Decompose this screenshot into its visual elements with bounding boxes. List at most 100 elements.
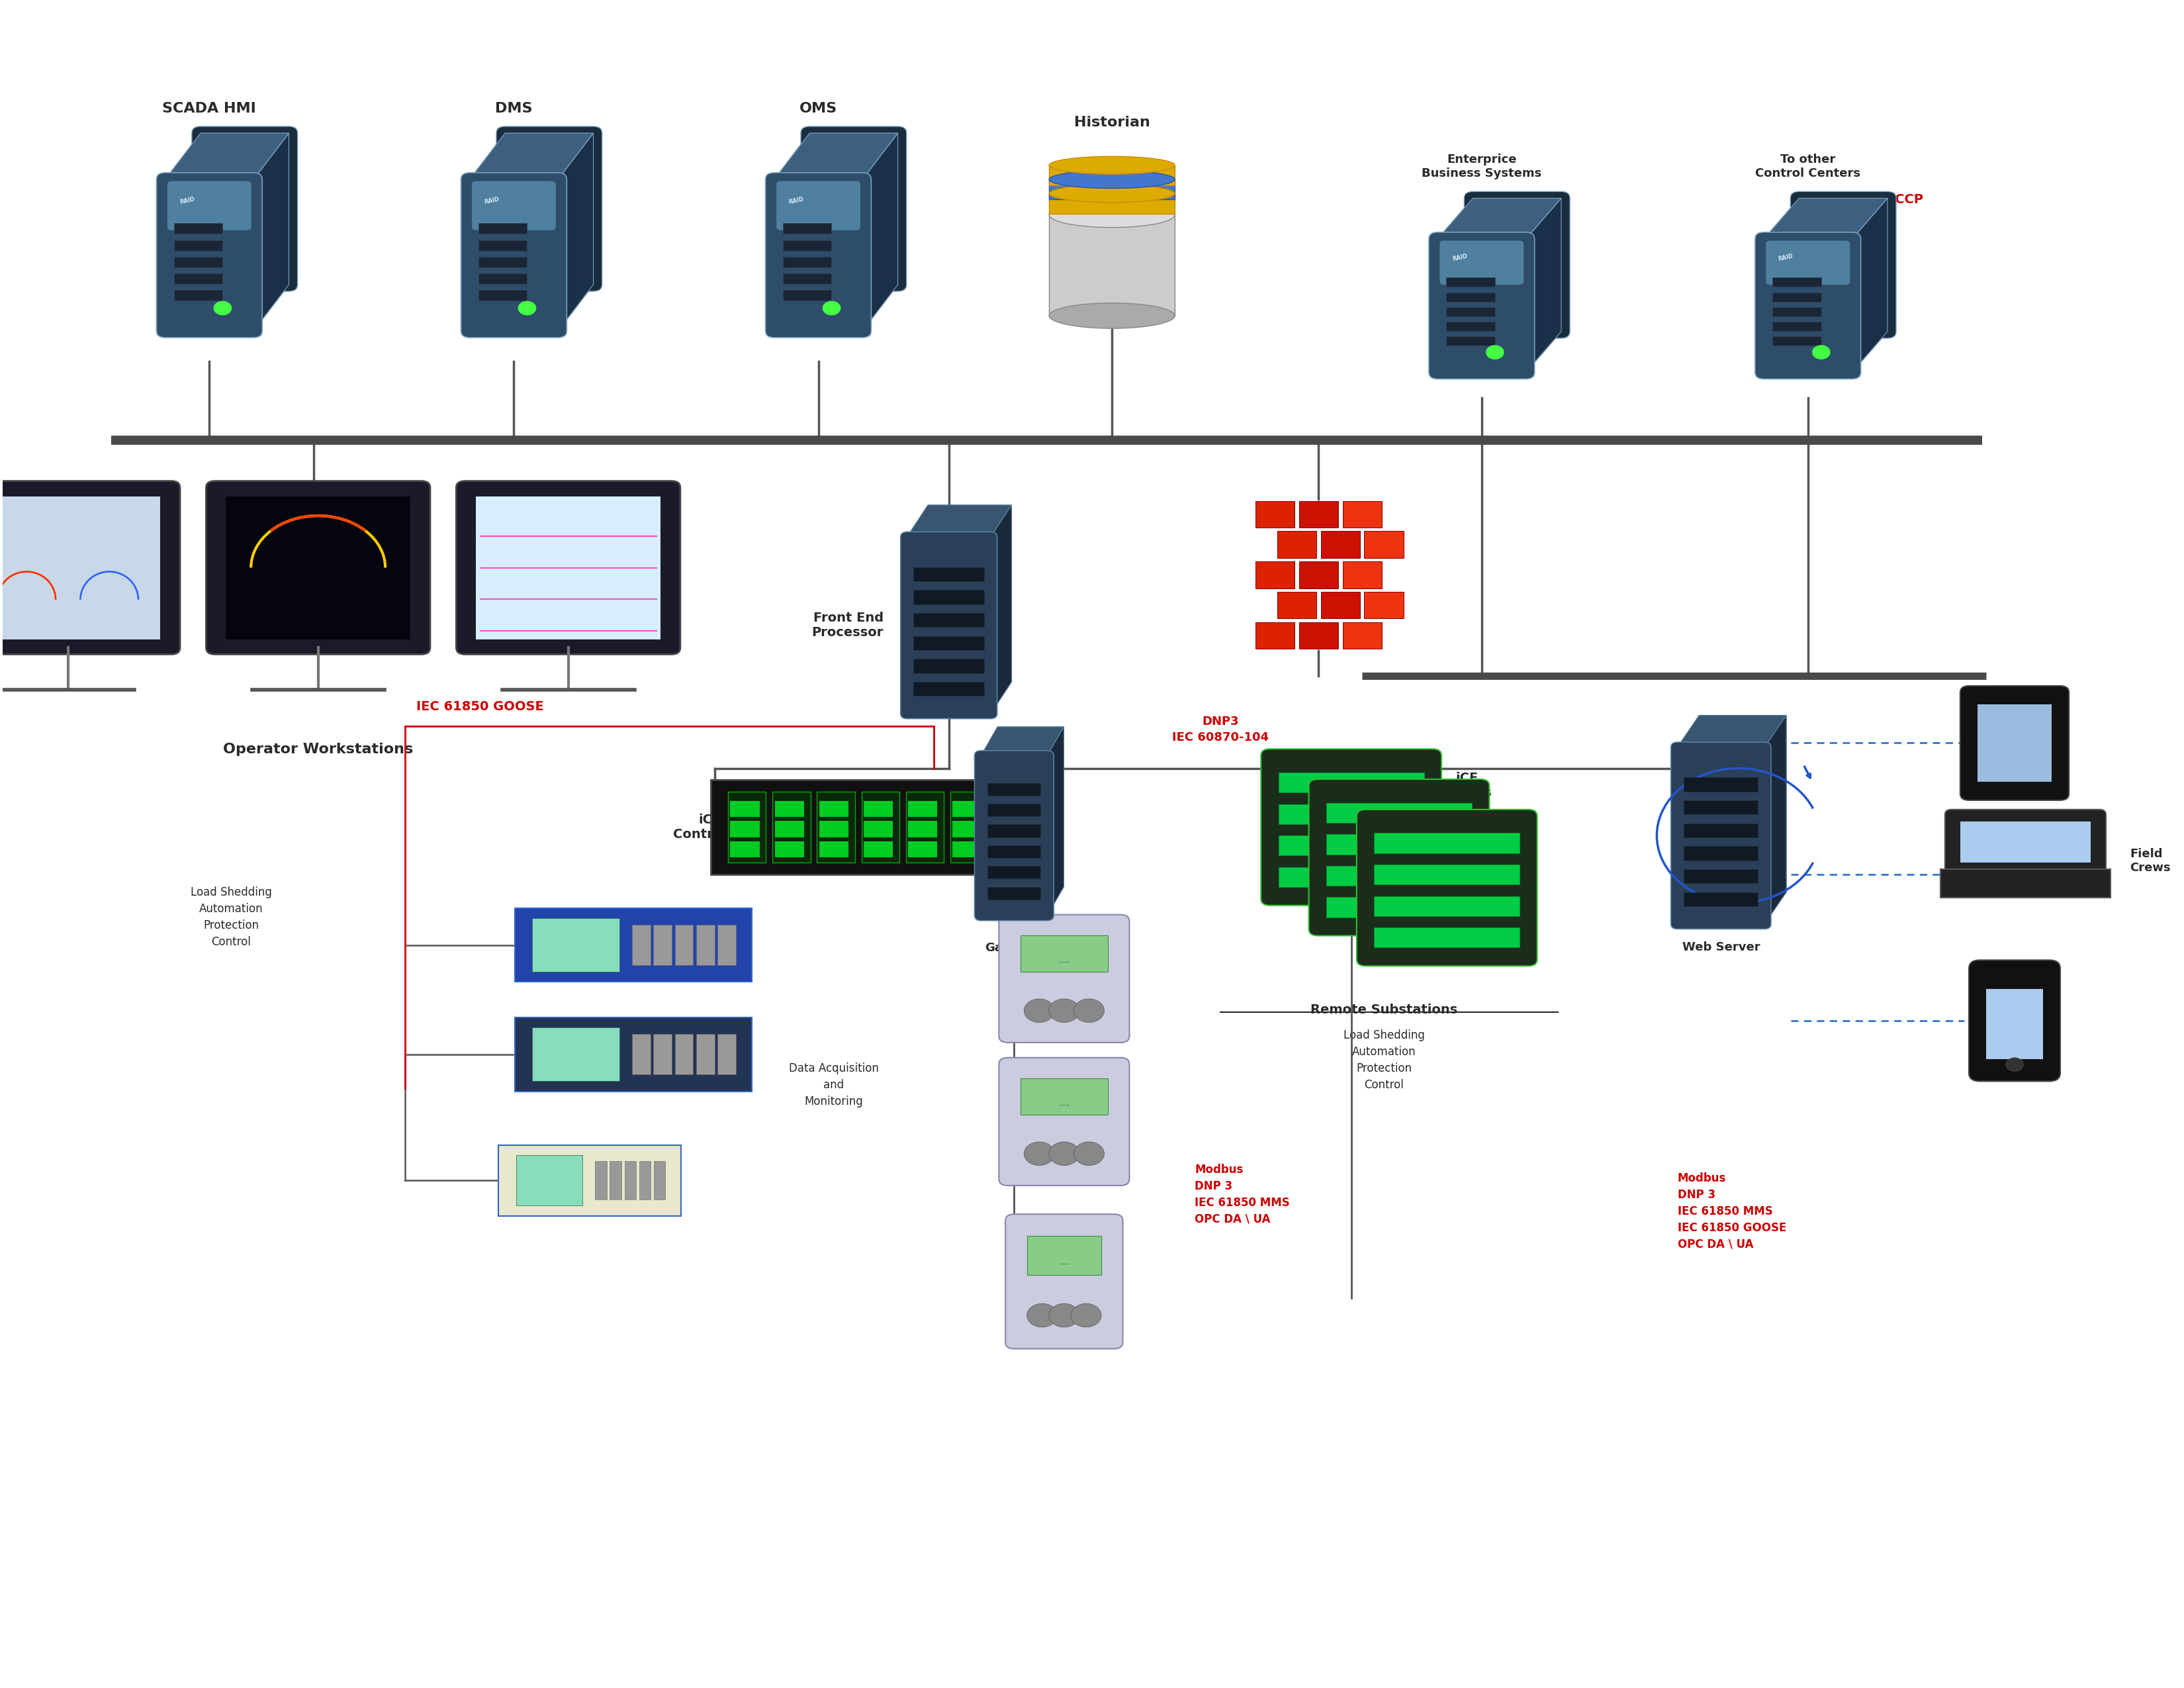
Text: To other
Control Centers: To other Control Centers	[1756, 154, 1861, 179]
FancyBboxPatch shape	[782, 273, 832, 284]
FancyBboxPatch shape	[1773, 322, 1821, 331]
FancyBboxPatch shape	[1463, 191, 1570, 338]
Polygon shape	[1852, 197, 1887, 373]
Polygon shape	[166, 133, 288, 179]
FancyBboxPatch shape	[913, 567, 985, 581]
Polygon shape	[1046, 728, 1064, 915]
Ellipse shape	[1048, 157, 1175, 174]
FancyBboxPatch shape	[1684, 893, 1758, 906]
FancyBboxPatch shape	[1446, 336, 1494, 346]
FancyBboxPatch shape	[1278, 532, 1317, 559]
FancyBboxPatch shape	[175, 223, 223, 235]
Text: Remote Substations: Remote Substations	[1310, 1004, 1457, 1016]
FancyBboxPatch shape	[1446, 307, 1494, 316]
Circle shape	[1487, 346, 1503, 360]
FancyBboxPatch shape	[478, 257, 526, 267]
FancyBboxPatch shape	[1791, 191, 1896, 338]
FancyBboxPatch shape	[863, 841, 893, 858]
FancyBboxPatch shape	[1256, 562, 1295, 587]
FancyBboxPatch shape	[863, 800, 893, 817]
Text: Web Server: Web Server	[1682, 942, 1760, 954]
Polygon shape	[1765, 197, 1887, 240]
FancyBboxPatch shape	[625, 1161, 636, 1200]
Polygon shape	[773, 133, 898, 179]
FancyBboxPatch shape	[1767, 241, 1850, 285]
FancyBboxPatch shape	[996, 800, 1026, 817]
FancyBboxPatch shape	[1343, 501, 1382, 528]
FancyBboxPatch shape	[461, 172, 566, 338]
FancyBboxPatch shape	[1005, 1214, 1123, 1349]
FancyBboxPatch shape	[913, 658, 985, 674]
Text: OMS: OMS	[799, 103, 836, 115]
Text: ICCP: ICCP	[1891, 194, 1924, 206]
FancyBboxPatch shape	[817, 792, 854, 863]
FancyBboxPatch shape	[952, 820, 981, 837]
Text: RAID: RAID	[1452, 253, 1468, 262]
Text: RAID: RAID	[483, 196, 500, 206]
FancyBboxPatch shape	[1446, 292, 1494, 302]
FancyBboxPatch shape	[697, 925, 714, 966]
FancyBboxPatch shape	[1343, 562, 1382, 587]
Circle shape	[1070, 1303, 1101, 1327]
Text: RAID: RAID	[1778, 253, 1793, 262]
Circle shape	[518, 302, 535, 316]
FancyBboxPatch shape	[719, 1035, 736, 1075]
Circle shape	[1075, 999, 1105, 1023]
FancyBboxPatch shape	[205, 481, 430, 655]
FancyBboxPatch shape	[1326, 896, 1472, 917]
FancyBboxPatch shape	[653, 1161, 666, 1200]
FancyBboxPatch shape	[900, 532, 998, 719]
FancyBboxPatch shape	[913, 636, 985, 650]
FancyBboxPatch shape	[1374, 864, 1520, 885]
FancyBboxPatch shape	[515, 908, 751, 982]
Polygon shape	[559, 133, 594, 331]
FancyBboxPatch shape	[1961, 685, 2068, 800]
FancyBboxPatch shape	[533, 918, 618, 972]
Polygon shape	[992, 505, 1011, 714]
FancyBboxPatch shape	[1684, 800, 1758, 814]
Circle shape	[214, 302, 232, 316]
Ellipse shape	[1048, 184, 1175, 203]
Polygon shape	[1765, 716, 1787, 923]
FancyBboxPatch shape	[1684, 869, 1758, 883]
FancyBboxPatch shape	[1446, 322, 1494, 331]
Polygon shape	[906, 505, 1011, 537]
FancyBboxPatch shape	[729, 820, 760, 837]
FancyBboxPatch shape	[802, 127, 906, 292]
FancyBboxPatch shape	[1260, 749, 1441, 905]
FancyBboxPatch shape	[1374, 834, 1520, 852]
Text: Data Acquisition
and
Monitoring: Data Acquisition and Monitoring	[788, 1063, 878, 1107]
Text: Load Shedding
Automation
Protection
Control: Load Shedding Automation Protection Cont…	[190, 886, 271, 947]
FancyBboxPatch shape	[1961, 822, 2090, 863]
FancyBboxPatch shape	[727, 792, 767, 863]
FancyBboxPatch shape	[456, 481, 679, 655]
FancyBboxPatch shape	[472, 181, 557, 230]
FancyBboxPatch shape	[1671, 743, 1771, 928]
Circle shape	[1048, 1303, 1079, 1327]
FancyBboxPatch shape	[1256, 501, 1295, 528]
Text: SCADA HMI: SCADA HMI	[162, 103, 256, 115]
FancyBboxPatch shape	[1326, 866, 1472, 886]
FancyBboxPatch shape	[909, 800, 937, 817]
FancyBboxPatch shape	[478, 240, 526, 250]
FancyBboxPatch shape	[1970, 960, 2060, 1082]
Ellipse shape	[1048, 170, 1175, 189]
FancyBboxPatch shape	[1446, 277, 1494, 287]
FancyBboxPatch shape	[1278, 803, 1424, 824]
FancyBboxPatch shape	[775, 820, 804, 837]
Circle shape	[1048, 999, 1079, 1023]
FancyBboxPatch shape	[913, 682, 985, 695]
Polygon shape	[1437, 197, 1562, 240]
Circle shape	[1813, 346, 1830, 360]
Text: iCE
RTUs: iCE RTUs	[1455, 771, 1492, 798]
FancyBboxPatch shape	[476, 496, 662, 640]
FancyBboxPatch shape	[775, 800, 804, 817]
FancyBboxPatch shape	[819, 841, 847, 858]
FancyBboxPatch shape	[1684, 846, 1758, 861]
FancyBboxPatch shape	[913, 589, 985, 604]
FancyBboxPatch shape	[1278, 773, 1424, 792]
FancyBboxPatch shape	[950, 792, 987, 863]
FancyBboxPatch shape	[640, 1161, 651, 1200]
FancyBboxPatch shape	[1299, 562, 1339, 587]
Ellipse shape	[1048, 203, 1175, 228]
